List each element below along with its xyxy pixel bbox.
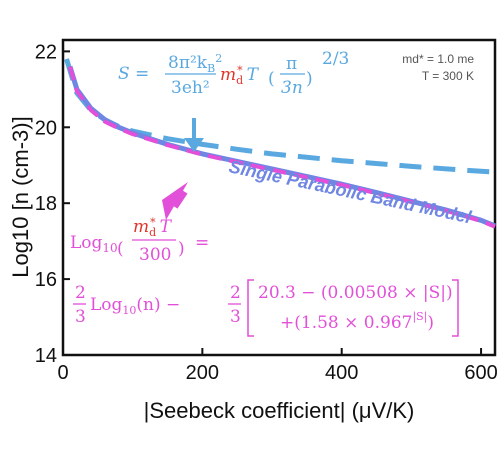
y-axis-label: Log10 [n (cm-3)] xyxy=(8,116,33,277)
y-tick-label: 14 xyxy=(35,345,57,367)
eq-fit-two-a: 2 xyxy=(75,283,86,303)
eq-fit-bracket-left xyxy=(247,279,254,337)
blue-arrow xyxy=(184,118,204,152)
y-tick-label: 20 xyxy=(35,117,57,139)
x-tick-label: 0 xyxy=(57,362,68,384)
eq-fit-paren-close: ) xyxy=(178,239,185,259)
series-fit-line xyxy=(68,66,496,229)
eq-s-exponent: 2/3 xyxy=(322,49,349,69)
eq-s-den: 3eh² xyxy=(171,78,210,98)
eq-s-num: 8π²kB2 xyxy=(168,52,222,75)
eq-fit-logn: Log10(n) − xyxy=(90,295,180,317)
x-tick-label: 400 xyxy=(325,362,358,384)
eq-fit-log: Log10 xyxy=(70,233,118,255)
eq-fit-three-b: 3 xyxy=(230,307,241,327)
eq-fit-frac-num: md* T xyxy=(133,216,173,239)
eq-s-paren-den: 3n xyxy=(281,78,303,98)
fit-equation: Log10 ( md* T 300 ) = 2 3 Log10(n) − 2 3 … xyxy=(70,216,459,337)
seebeck-equation: S = 8π²kB2 3eh² md* T ( π 3n ) 2/3 xyxy=(118,49,349,98)
x-tick-label: 600 xyxy=(464,362,497,384)
eq-fit-frac-den: 300 xyxy=(139,245,171,265)
eq-s-paren-open: ( xyxy=(268,69,275,89)
series-layer xyxy=(64,58,496,229)
eq-s-paren-close: ) xyxy=(306,69,313,89)
params-note-line1: md* = 1.0 me xyxy=(402,52,474,66)
y-tick-label: 22 xyxy=(35,41,57,63)
eq-fit-bracket-line2: +(1.58 × 0.967|S|) xyxy=(280,310,434,333)
x-axis-label: |Seebeck coefficient| (μV/K) xyxy=(144,398,415,423)
params-note-line2: T = 300 K xyxy=(422,69,474,83)
eq-fit-paren-open: ( xyxy=(117,239,124,259)
eq-fit-bracket-line1: 20.3 − (0.00508 × |S|) xyxy=(258,283,453,303)
eq-s-mass: md* T xyxy=(220,64,260,87)
eq-fit-equals: = xyxy=(195,233,209,253)
pink-arrow xyxy=(162,182,188,220)
eq-s-lhs: S = xyxy=(118,64,149,84)
y-tick-label: 16 xyxy=(35,269,57,291)
y-tick-label: 18 xyxy=(35,193,57,215)
plot-frame xyxy=(61,38,497,357)
eq-fit-bracket-right xyxy=(452,279,459,337)
x-tick-label: 200 xyxy=(186,362,219,384)
eq-fit-three-a: 3 xyxy=(75,307,86,327)
eq-s-paren-num: π xyxy=(286,54,297,74)
eq-fit-two-b: 2 xyxy=(230,283,241,303)
